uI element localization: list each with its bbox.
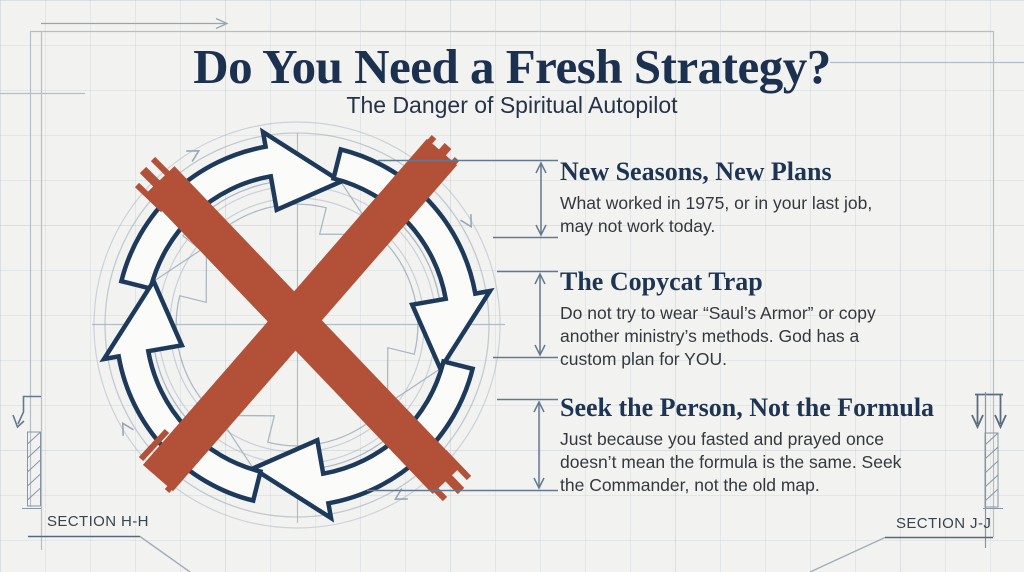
page-title: Do You Need a Fresh Strategy? [193,39,831,94]
section-body: What worked in 1975, or in your last job… [560,193,873,236]
page-subtitle: The Danger of Spiritual Autopilot [346,92,678,118]
brush-x-icon [134,135,472,502]
section-marker-left [12,395,41,509]
dimension-arrow-3 [367,398,558,492]
top-arrow-line [41,17,229,30]
blueprint-frame [0,30,1024,550]
section-heading: Seek the Person, Not the Formula [560,393,935,422]
section-body: Do not try to wear “Saul’s Armor” or cop… [560,303,876,369]
section-new-seasons: New Seasons, New Plans What worked in 19… [560,157,960,238]
section-marker-right [971,392,1007,548]
section-heading: The Copycat Trap [560,267,763,296]
section-seek-person: Seek the Person, Not the Formula Just be… [560,393,960,497]
dimension-arrow-1 [378,159,558,239]
section-label-lines [28,535,993,572]
dimension-arrow-2 [493,270,558,359]
section-label-hh: SECTION H-H [47,513,149,530]
cycle-arrows-icon [93,121,501,529]
section-copycat-trap: The Copycat Trap Do not try to wear “Sau… [560,267,960,371]
section-label-jj: SECTION J-J [896,515,992,532]
section-heading: New Seasons, New Plans [560,157,832,186]
section-body: Just because you fasted and prayed once … [560,429,902,495]
